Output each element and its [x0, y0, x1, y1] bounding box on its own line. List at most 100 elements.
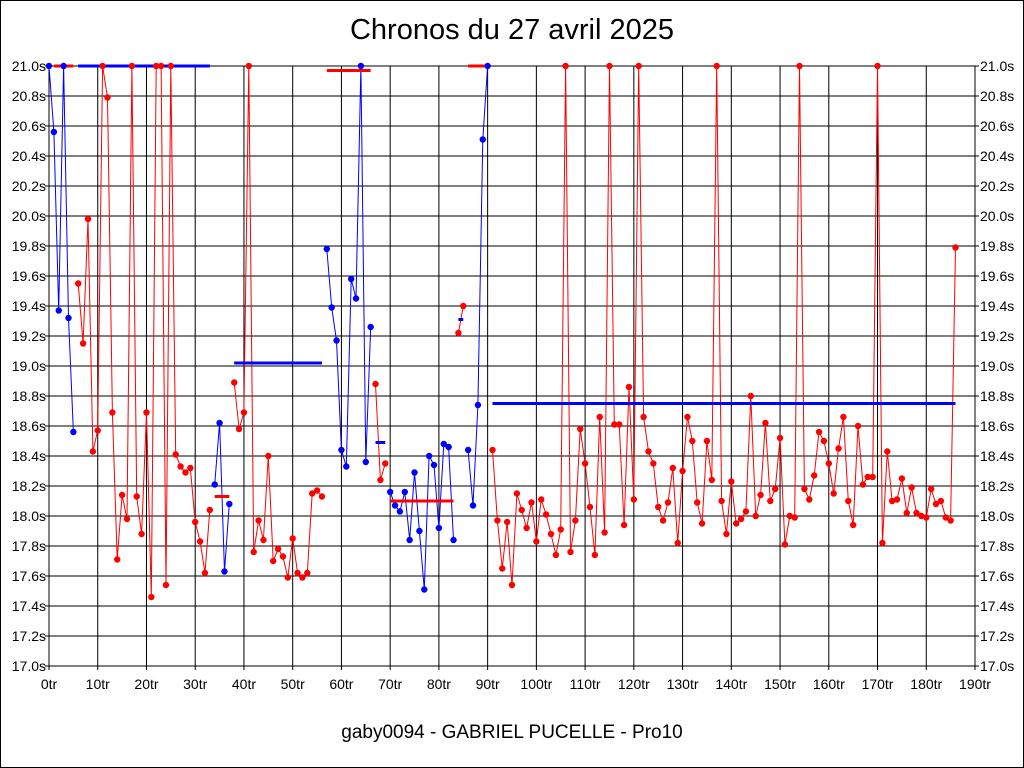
y-tick-label-right: 19.4s [980, 298, 1014, 314]
chart-footer: gaby0094 - GABRIEL PUCELLE - Pro10 [341, 722, 683, 743]
x-tick-label: 100tr [520, 676, 552, 692]
y-tick-label-right: 18.6s [980, 418, 1014, 434]
data-point [143, 409, 150, 416]
y-tick-label-right: 18.0s [980, 508, 1014, 524]
y-tick-label-left: 19.8s [12, 238, 46, 254]
y-tick-label-left: 17.2s [12, 628, 46, 644]
data-point [927, 485, 935, 493]
y-tick-label-left: 17.8s [12, 538, 46, 554]
data-point [796, 62, 803, 70]
x-tick-label: 190tr [959, 676, 991, 692]
data-point [231, 379, 238, 386]
data-point [630, 496, 638, 503]
data-point [440, 440, 447, 448]
data-point [167, 62, 175, 70]
data-point [352, 295, 360, 302]
data-point [216, 419, 223, 427]
data-point [874, 62, 881, 70]
series-line [389, 443, 454, 590]
data-point [279, 553, 287, 560]
data-point [304, 569, 311, 577]
data-point [849, 521, 857, 529]
data-point [698, 520, 706, 527]
y-tick-label-left: 20.0s [12, 208, 46, 224]
data-point [689, 437, 696, 445]
data-point [713, 62, 720, 70]
data-point [947, 517, 954, 524]
y-tick-label-right: 20.2s [980, 178, 1014, 194]
y-tick-label-right: 18.2s [980, 478, 1014, 494]
data-point [294, 569, 301, 577]
data-point [425, 452, 433, 460]
data-point [767, 497, 774, 505]
data-point [138, 530, 145, 538]
data-point [250, 548, 257, 556]
data-point [942, 514, 949, 521]
data-point [557, 526, 564, 533]
data-point [923, 514, 930, 521]
series-line [492, 65, 956, 586]
data-point [450, 536, 457, 544]
data-point [489, 446, 496, 454]
y-tick-label-left: 18.8s [12, 388, 46, 404]
data-point [645, 448, 652, 455]
data-point [240, 409, 248, 416]
data-point [226, 500, 233, 508]
y-tick-label-right: 18.4s [980, 448, 1014, 464]
data-point [586, 503, 594, 511]
data-point [299, 574, 306, 581]
data-point [123, 515, 131, 523]
x-tick-label: 110tr [570, 676, 601, 692]
data-point [728, 478, 735, 485]
data-point [235, 425, 243, 433]
x-tick-label: 140tr [715, 676, 747, 692]
data-point [884, 448, 891, 455]
data-point [416, 527, 423, 535]
data-point [284, 574, 292, 581]
data-point [538, 496, 545, 503]
data-point [742, 508, 750, 515]
x-tick-label: 130tr [667, 676, 699, 692]
data-point [45, 62, 53, 70]
data-point [723, 530, 730, 538]
data-point [869, 473, 876, 481]
data-point [503, 518, 511, 526]
data-point [508, 581, 516, 589]
data-point [221, 568, 228, 575]
y-tick-label-right: 20.6s [980, 118, 1014, 134]
data-point [650, 460, 657, 467]
x-tick-label: 170tr [862, 676, 894, 692]
data-point [323, 245, 330, 253]
data-point [528, 499, 535, 506]
data-point [533, 538, 540, 545]
data-point [114, 556, 121, 563]
data-point [347, 275, 355, 283]
data-point [601, 529, 608, 536]
data-point [567, 548, 574, 556]
y-tick-label-right: 20.4s [980, 148, 1014, 164]
data-point [581, 460, 589, 467]
data-point [289, 535, 296, 542]
data-point [879, 539, 886, 547]
data-point [620, 521, 628, 529]
data-point [771, 485, 779, 493]
y-tick-label-right: 17.6s [980, 568, 1014, 584]
y-tick-label-right: 20.0s [980, 208, 1014, 224]
data-point [562, 62, 569, 70]
data-point [187, 464, 194, 472]
y-tick-label-left: 17.6s [12, 568, 46, 584]
data-point [367, 323, 374, 331]
data-point [435, 524, 443, 532]
data-point [625, 383, 633, 391]
data-point [201, 569, 209, 577]
y-tick-label-right: 18.8s [980, 388, 1014, 404]
data-point [484, 62, 491, 70]
data-point [50, 128, 58, 136]
data-point [840, 413, 847, 421]
x-tick-label: 90tr [476, 676, 500, 692]
data-point [401, 488, 408, 496]
data-point [469, 502, 477, 509]
data-point [411, 469, 418, 476]
data-point [118, 491, 126, 499]
data-point [196, 538, 204, 545]
